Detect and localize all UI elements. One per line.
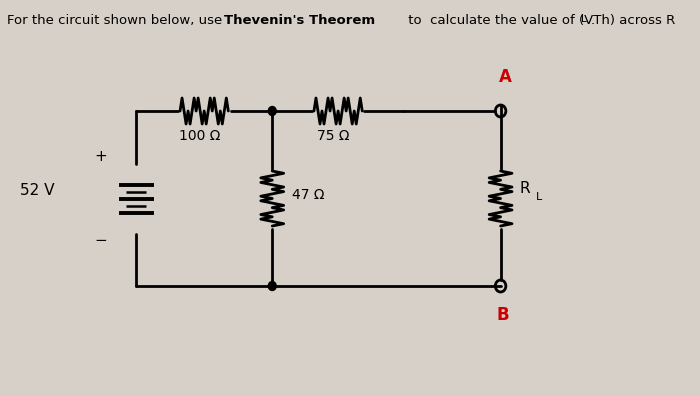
Text: to  calculate the value of (VTh) across R: to calculate the value of (VTh) across R bbox=[404, 14, 676, 27]
Text: L: L bbox=[582, 14, 587, 24]
Text: B: B bbox=[496, 306, 509, 324]
Text: A: A bbox=[498, 68, 512, 86]
Text: 100 Ω: 100 Ω bbox=[179, 129, 220, 143]
Text: 47 Ω: 47 Ω bbox=[292, 187, 324, 202]
Text: 75 Ω: 75 Ω bbox=[318, 129, 350, 143]
Text: −: − bbox=[94, 233, 107, 248]
Text: L: L bbox=[536, 192, 542, 202]
Text: Thevenin's Theorem: Thevenin's Theorem bbox=[224, 14, 375, 27]
Text: +: + bbox=[94, 149, 107, 164]
Text: .: . bbox=[591, 14, 595, 27]
Text: For the circuit shown below, use: For the circuit shown below, use bbox=[7, 14, 227, 27]
Text: 52 V: 52 V bbox=[20, 183, 55, 198]
Text: R: R bbox=[520, 181, 531, 196]
Circle shape bbox=[268, 107, 277, 116]
Circle shape bbox=[268, 282, 277, 291]
